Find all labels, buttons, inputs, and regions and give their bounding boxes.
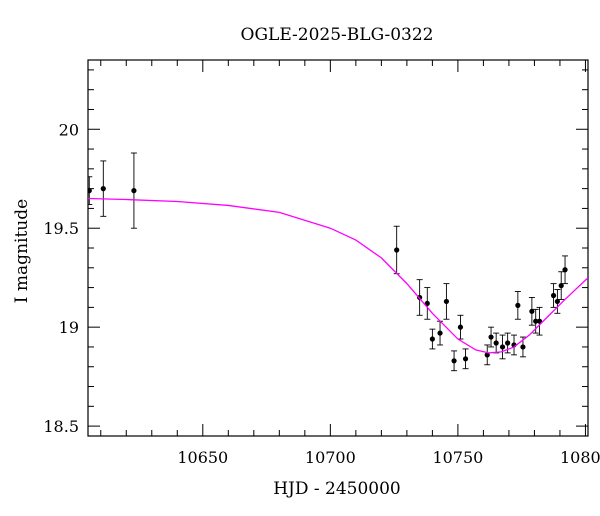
x-axis-label: HJD - 2450000 <box>273 479 401 499</box>
data-point <box>554 298 560 305</box>
data-point <box>457 324 464 330</box>
data-point <box>462 356 469 362</box>
data-point <box>484 352 490 358</box>
data-point <box>499 344 506 350</box>
plot-frame <box>87 59 589 437</box>
data-point <box>493 340 499 346</box>
data-point <box>488 334 494 340</box>
data-point <box>520 344 526 350</box>
data-point <box>451 358 457 364</box>
data-point <box>558 283 564 289</box>
y-tick-label: 19.5 <box>43 219 79 238</box>
data-point <box>505 340 511 346</box>
data-point <box>536 318 543 324</box>
data-point <box>515 302 521 308</box>
plot-area: 10650 10700 10750 10800 18.5 19 19.5 20 <box>43 59 600 467</box>
data-point <box>550 292 557 299</box>
data-point <box>443 298 450 305</box>
data-point <box>394 247 400 253</box>
y-tick-label: 18.5 <box>43 417 79 436</box>
chart-title: OGLE-2025-BLG-0322 <box>241 25 434 45</box>
data-point <box>424 300 430 307</box>
x-tick-label: 10700 <box>305 448 356 467</box>
data-layer <box>88 152 588 372</box>
data-point <box>533 318 539 324</box>
x-tick-label: 10750 <box>432 448 483 467</box>
data-point <box>437 330 443 336</box>
y-tick-label: 19 <box>59 318 79 337</box>
data-point <box>429 336 435 342</box>
model-curve <box>88 197 588 354</box>
data-point <box>88 188 92 194</box>
x-tick-label: 10800 <box>560 448 600 467</box>
y-axis-label: I magnitude <box>12 199 32 303</box>
y-tick-label: 20 <box>59 120 79 139</box>
data-point <box>100 186 106 192</box>
data-point <box>529 308 535 314</box>
data-point <box>562 267 568 273</box>
x-tick-label: 10650 <box>177 448 228 467</box>
data-point <box>131 188 137 194</box>
